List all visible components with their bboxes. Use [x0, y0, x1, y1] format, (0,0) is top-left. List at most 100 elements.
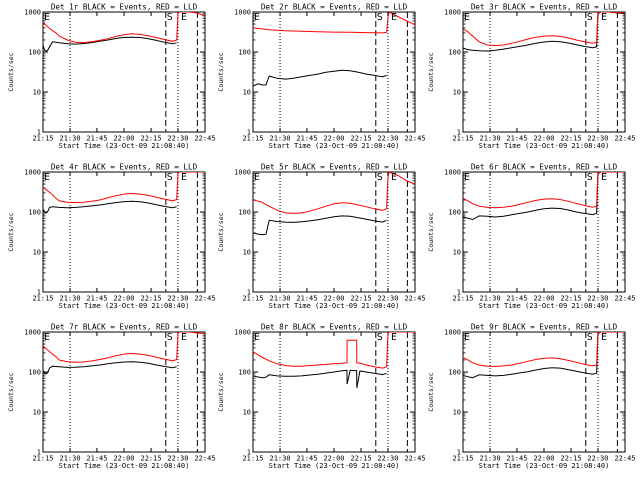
panel-title: Det 4r BLACK = Events, RED = LLD: [51, 163, 198, 172]
x-tick-label: 21:45: [296, 295, 317, 303]
start-marker-label: S: [377, 12, 383, 23]
x-tick-label: 21:30: [480, 295, 501, 303]
x-tick-label: 22:15: [141, 295, 162, 303]
y-tick-label: 10: [33, 89, 41, 97]
lld-series-line: [253, 12, 415, 34]
x-tick-label: 21:15: [452, 295, 473, 303]
x-axis-label: Start Time (23-Oct-09 21:08:40): [269, 462, 400, 470]
x-tick-label: 21:30: [60, 135, 81, 143]
x-tick-label: 22:15: [351, 135, 372, 143]
plot-frame: [462, 11, 626, 133]
start-marker-label: S: [377, 332, 383, 343]
panel-title: Det 9r BLACK = Events, RED = LLD: [471, 323, 618, 332]
y-tick-label: 10: [453, 409, 461, 417]
plot-frame: [252, 331, 416, 453]
detector-panel-1: Det 1r BLACK = Events, RED = LLD 1 10 100 10…: [7, 3, 216, 151]
y-tick-label: 1000: [234, 329, 251, 337]
x-tick-label: 22:30: [587, 135, 608, 143]
x-tick-label: 22:45: [404, 455, 425, 463]
start-marker-label: S: [377, 172, 383, 183]
x-tick-label: 21:45: [296, 455, 317, 463]
x-tick-label: 22:15: [561, 135, 582, 143]
x-tick-label: 21:15: [452, 455, 473, 463]
x-tick-label: 21:45: [86, 135, 107, 143]
x-tick-label: 21:30: [480, 455, 501, 463]
x-tick-label: 21:30: [270, 135, 291, 143]
end-marker-label: E: [44, 12, 50, 23]
x-tick-label: 21:15: [32, 295, 53, 303]
y-tick-label: 1000: [24, 329, 41, 337]
y-tick-label: 1: [37, 449, 41, 457]
panel-title: Det 5r BLACK = Events, RED = LLD: [261, 163, 408, 172]
plot-frame: [462, 171, 626, 293]
x-tick-label: 22:15: [351, 295, 372, 303]
x-tick-label: 22:15: [141, 135, 162, 143]
end-marker-label: E: [391, 172, 397, 183]
events-series-line: [43, 361, 177, 375]
x-tick-label: 21:30: [270, 455, 291, 463]
panel-title: Det 3r BLACK = Events, RED = LLD: [471, 3, 618, 12]
y-tick-label: 10: [33, 409, 41, 417]
y-tick-label: 1000: [24, 9, 41, 17]
x-tick-label: 21:45: [506, 135, 527, 143]
y-tick-label: 1000: [24, 169, 41, 177]
x-tick-label: 21:15: [452, 135, 473, 143]
y-tick-label: 1000: [234, 169, 251, 177]
start-marker-label: S: [167, 332, 173, 343]
x-axis-label: Start Time (23-Oct-09 21:08:40): [59, 142, 190, 150]
end-marker-label: E: [254, 172, 260, 183]
y-axis-label: Counts/sec: [427, 372, 435, 411]
end-marker-label: E: [181, 172, 187, 183]
detector-panel-8: Det 8r BLACK = Events, RED = LLD 1 10 100 10…: [217, 323, 426, 471]
y-tick-label: 1000: [444, 9, 461, 17]
detector-panel-5: Det 5r BLACK = Events, RED = LLD 1 10 100 10…: [217, 163, 426, 311]
x-axis-label: Start Time (23-Oct-09 21:08:40): [479, 142, 610, 150]
x-tick-label: 21:45: [506, 455, 527, 463]
x-tick-label: 21:30: [60, 295, 81, 303]
y-tick-label: 10: [243, 89, 251, 97]
x-tick-label: 22:45: [194, 295, 215, 303]
y-tick-label: 100: [28, 49, 41, 57]
y-tick-label: 1: [247, 129, 251, 137]
start-marker-label: S: [587, 332, 593, 343]
x-tick-label: 22:00: [323, 135, 344, 143]
y-axis-label: Counts/sec: [7, 372, 15, 411]
y-tick-label: 10: [453, 89, 461, 97]
start-marker-label: S: [587, 12, 593, 23]
y-tick-label: 10: [453, 249, 461, 257]
lld-series-line: [253, 332, 415, 369]
x-tick-label: 22:30: [377, 295, 398, 303]
y-axis-label: Counts/sec: [217, 52, 225, 91]
x-tick-label: 21:45: [86, 455, 107, 463]
end-marker-label: E: [601, 12, 607, 23]
end-marker-label: E: [44, 172, 50, 183]
x-tick-label: 21:15: [32, 455, 53, 463]
detector-panel-2: Det 2r BLACK = Events, RED = LLD 1 10 100 10…: [217, 3, 426, 151]
x-tick-label: 22:15: [351, 455, 372, 463]
end-marker-label: E: [254, 12, 260, 23]
x-tick-label: 22:45: [614, 135, 635, 143]
y-tick-label: 10: [33, 249, 41, 257]
plot-frame: [42, 11, 206, 133]
plot-frame: [42, 331, 206, 453]
y-tick-label: 1: [247, 289, 251, 297]
events-series-line: [43, 200, 177, 214]
x-tick-label: 22:00: [533, 135, 554, 143]
y-tick-label: 100: [28, 369, 41, 377]
end-marker-label: E: [601, 332, 607, 343]
end-marker-label: E: [601, 172, 607, 183]
x-tick-label: 22:00: [113, 135, 134, 143]
y-tick-label: 100: [238, 209, 251, 217]
x-tick-label: 21:30: [60, 455, 81, 463]
y-tick-label: 1000: [444, 169, 461, 177]
x-tick-label: 21:30: [270, 295, 291, 303]
x-axis-label: Start Time (23-Oct-09 21:08:40): [479, 302, 610, 310]
end-marker-label: E: [391, 12, 397, 23]
panel-title: Det 1r BLACK = Events, RED = LLD: [51, 3, 198, 12]
y-tick-label: 100: [448, 369, 461, 377]
detector-panel-9: Det 9r BLACK = Events, RED = LLD 1 10 100 10…: [427, 323, 636, 471]
x-tick-label: 21:45: [86, 295, 107, 303]
events-series-line: [43, 36, 177, 52]
x-tick-label: 21:15: [32, 135, 53, 143]
y-tick-label: 1: [457, 449, 461, 457]
